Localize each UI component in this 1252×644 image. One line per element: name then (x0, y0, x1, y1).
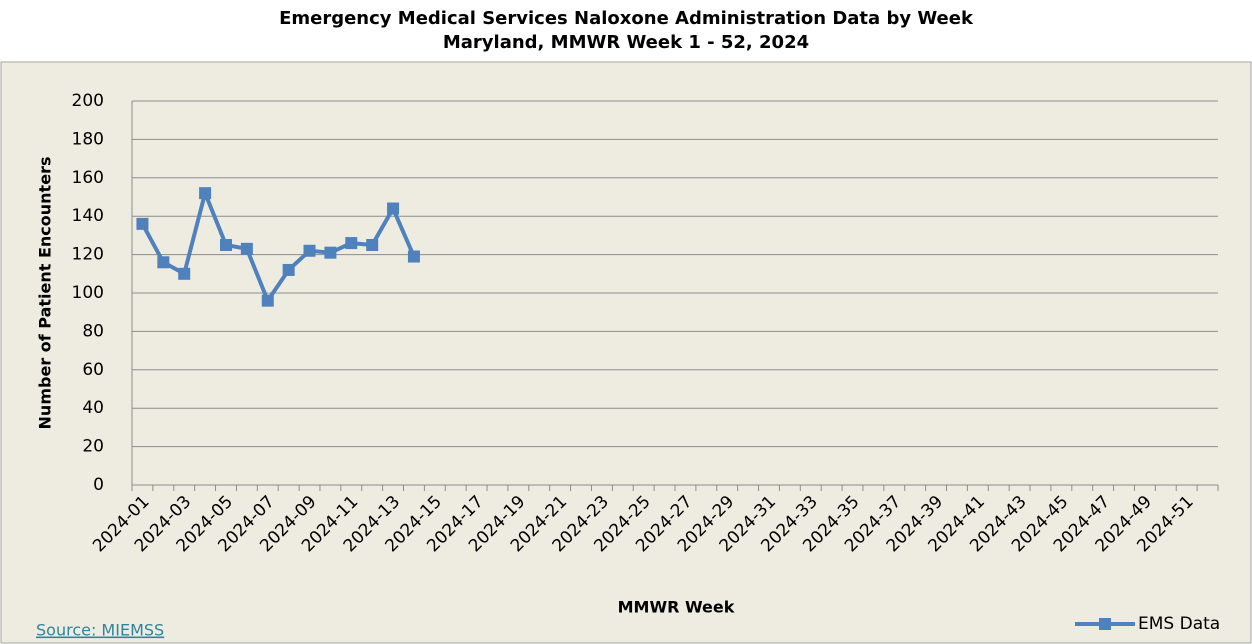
y-tick-label: 60 (82, 360, 104, 380)
point-marker (366, 239, 379, 251)
legend-marker (1099, 618, 1111, 630)
point-marker (324, 246, 337, 259)
chart-subtitle: Maryland, MMWR Week 1 - 52, 2024 (443, 32, 809, 53)
point-marker (178, 267, 191, 280)
y-tick-label: 140 (72, 206, 104, 226)
point-marker (219, 239, 232, 251)
point-marker (199, 187, 212, 200)
chart-title: Emergency Medical Services Naloxone Admi… (279, 8, 974, 29)
point-marker (282, 263, 295, 276)
source-link[interactable]: Source: MIEMSS (36, 621, 164, 640)
chart-area (0, 61, 1252, 644)
y-axis-title: Number of Patient Encounters (36, 157, 55, 430)
point-marker (345, 237, 358, 250)
point-marker (387, 202, 400, 215)
point-marker (157, 256, 170, 269)
point-marker (261, 294, 274, 307)
legend-label: EMS Data (1138, 614, 1220, 634)
point-marker (136, 217, 149, 230)
y-tick-label: 40 (82, 398, 104, 418)
y-tick-label: 0 (93, 475, 104, 495)
x-axis-title: MMWR Week (618, 598, 735, 617)
point-marker (240, 242, 253, 255)
y-tick-label: 100 (72, 283, 104, 303)
y-tick-label: 20 (82, 437, 104, 457)
y-tick-label: 180 (72, 129, 104, 149)
y-tick-label: 200 (72, 91, 104, 111)
y-tick-label: 80 (82, 321, 104, 341)
point-marker (407, 250, 420, 263)
y-tick-label: 120 (72, 245, 104, 265)
point-marker (303, 244, 316, 257)
y-tick-label: 160 (72, 168, 104, 188)
